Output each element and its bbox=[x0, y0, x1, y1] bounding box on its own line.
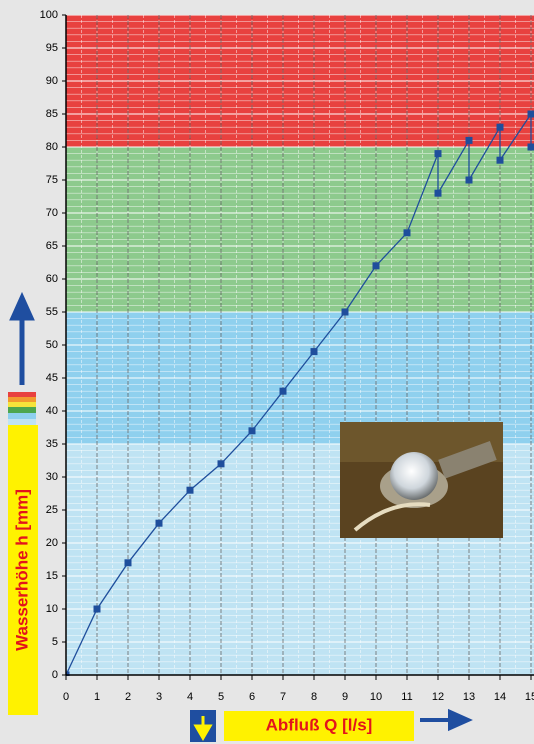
data-point bbox=[248, 427, 256, 435]
y-tick-label: 20 bbox=[46, 537, 58, 549]
data-point bbox=[465, 136, 473, 144]
y-tick-label: 80 bbox=[46, 141, 58, 153]
y-tick-label: 10 bbox=[46, 603, 58, 615]
data-point bbox=[434, 150, 442, 158]
y-tick-label: 75 bbox=[46, 174, 58, 186]
y-tick-label: 25 bbox=[46, 504, 58, 516]
data-point bbox=[434, 189, 442, 197]
photo-inset bbox=[340, 422, 503, 538]
x-tick-label: 13 bbox=[463, 691, 475, 703]
y-tick-label: 45 bbox=[46, 372, 58, 384]
x-tick-label: 15 bbox=[525, 691, 534, 703]
data-point bbox=[66, 671, 70, 676]
data-point bbox=[124, 559, 132, 567]
data-point bbox=[93, 605, 101, 613]
data-point bbox=[186, 486, 194, 494]
data-point bbox=[155, 519, 163, 527]
y-tick-label: 60 bbox=[46, 273, 58, 285]
x-tick-label: 4 bbox=[187, 691, 193, 703]
x-tick-label: 14 bbox=[494, 691, 506, 703]
y-tick-label: 5 bbox=[52, 636, 58, 648]
x-tick-label: 3 bbox=[156, 691, 162, 703]
zone-band bbox=[66, 147, 534, 312]
data-point bbox=[372, 262, 380, 270]
data-line bbox=[66, 111, 532, 676]
y-tick-label: 70 bbox=[46, 207, 58, 219]
x-tick-label: 9 bbox=[342, 691, 348, 703]
x-tick-label: 0 bbox=[63, 691, 69, 703]
x-tick-label: 8 bbox=[311, 691, 317, 703]
y-tick-label: 0 bbox=[52, 669, 58, 681]
y-tick-label: 65 bbox=[46, 240, 58, 252]
right-arrow bbox=[420, 708, 473, 732]
x-tick-label: 5 bbox=[218, 691, 224, 703]
y-tick-label: 35 bbox=[46, 438, 58, 450]
data-point bbox=[496, 156, 504, 164]
data-point bbox=[527, 110, 534, 118]
data-point bbox=[496, 123, 504, 131]
y-label-box bbox=[8, 425, 38, 715]
data-point bbox=[279, 387, 287, 395]
y-tick-label: 30 bbox=[46, 471, 58, 483]
data-point bbox=[310, 348, 318, 356]
data-point bbox=[403, 229, 411, 237]
y-axis-label: Wasserhöhe h [mm] bbox=[12, 489, 31, 651]
x-tick-label: 2 bbox=[125, 691, 131, 703]
data-point bbox=[527, 143, 534, 151]
x-tick-label: 7 bbox=[280, 691, 286, 703]
x-axis-label: Abfluß Q [l/s] bbox=[266, 715, 373, 734]
down-arrow bbox=[193, 716, 213, 741]
y-tick-label: 40 bbox=[46, 405, 58, 417]
y-tick-label: 55 bbox=[46, 306, 58, 318]
y-tick-label: 50 bbox=[46, 339, 58, 351]
x-tick-label: 6 bbox=[249, 691, 255, 703]
up-arrow bbox=[9, 291, 35, 385]
x-tick-label: 12 bbox=[432, 691, 444, 703]
x-tick-label: 11 bbox=[401, 691, 412, 703]
y-tick-label: 85 bbox=[46, 108, 58, 120]
y-tick-label: 90 bbox=[46, 75, 58, 87]
y-tick-label: 100 bbox=[40, 9, 58, 21]
data-point bbox=[217, 460, 225, 468]
legend-swatch bbox=[8, 392, 36, 425]
x-label-box bbox=[224, 711, 414, 741]
y-tick-label: 95 bbox=[46, 42, 58, 54]
data-point bbox=[341, 308, 349, 316]
y-tick-label: 15 bbox=[46, 570, 58, 582]
x-tick-label: 10 bbox=[370, 691, 382, 703]
data-point bbox=[465, 176, 473, 184]
x-tick-label: 1 bbox=[94, 691, 100, 703]
